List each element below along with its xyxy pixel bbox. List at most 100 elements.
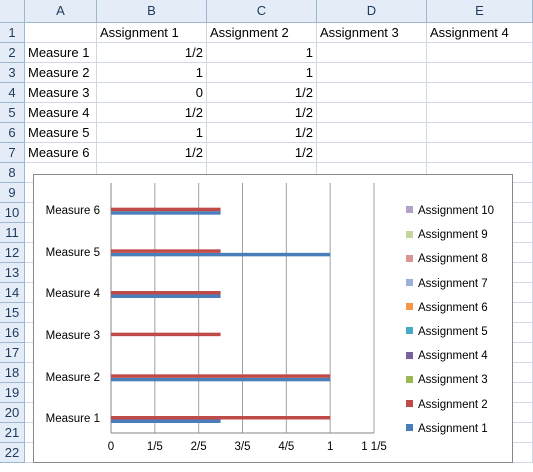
cell-d4[interactable] (317, 83, 427, 103)
row-header-7[interactable]: 7 (0, 143, 25, 163)
cell-c5[interactable]: 1/2 (207, 103, 317, 123)
row-header-8[interactable]: 8 (0, 163, 25, 183)
cell-d2[interactable] (317, 43, 427, 63)
legend-swatch (406, 375, 413, 383)
cell-e5[interactable] (427, 103, 533, 123)
cell-e4[interactable] (427, 83, 533, 103)
row-header-2[interactable]: 2 (0, 43, 25, 63)
legend-label: Assignment 8 (418, 253, 488, 266)
bar-assignment-2-measure-3[interactable] (111, 332, 221, 337)
column-header-e[interactable]: E (427, 0, 533, 23)
cell-b6[interactable]: 1 (97, 123, 207, 143)
cell-d5[interactable] (317, 103, 427, 123)
legend-item[interactable]: Assignment 9 (406, 227, 488, 243)
column-header-b[interactable]: B (97, 0, 207, 23)
legend-swatch (406, 303, 413, 311)
row-header-10[interactable]: 10 (0, 203, 25, 223)
cell-d7[interactable] (317, 143, 427, 163)
cell-c4[interactable]: 1/2 (207, 83, 317, 103)
cell-e7[interactable] (427, 143, 533, 163)
bar-assignment-1-measure-1[interactable] (111, 419, 221, 424)
category-label: Measure 1 (45, 413, 100, 426)
cell-e2[interactable] (427, 43, 533, 63)
row-header-13[interactable]: 13 (0, 263, 25, 283)
cell-e3[interactable] (427, 63, 533, 83)
row-header-11[interactable]: 11 (0, 223, 25, 243)
legend-item[interactable]: Assignment 6 (406, 300, 488, 316)
cell-a2[interactable]: Measure 1 (25, 43, 97, 63)
legend-swatch (406, 400, 413, 408)
category-label: Measure 6 (45, 205, 100, 217)
bar-assignment-2-measure-5[interactable] (111, 249, 221, 253)
row-header-6[interactable]: 6 (0, 123, 25, 143)
cell-d6[interactable] (317, 123, 427, 143)
cell-c3[interactable]: 1 (207, 63, 317, 83)
bar-assignment-1-measure-5[interactable] (111, 252, 331, 257)
bar-assignment-2-measure-2[interactable] (111, 374, 331, 378)
row-header-18[interactable]: 18 (0, 363, 25, 383)
row-header-19[interactable]: 19 (0, 383, 25, 403)
x-tick-label: 0 (107, 441, 115, 453)
legend-swatch (406, 279, 413, 287)
bar-assignment-2-measure-4[interactable] (111, 291, 221, 295)
cell-a7[interactable]: Measure 6 (25, 143, 97, 163)
row-header-15[interactable]: 15 (0, 303, 25, 323)
column-header-d[interactable]: D (317, 0, 427, 23)
legend-item[interactable]: Assignment 1 (406, 421, 488, 437)
cell-b2[interactable]: 1/2 (97, 43, 207, 63)
row-header-9[interactable]: 9 (0, 183, 25, 203)
row-header-22[interactable]: 22 (0, 443, 25, 463)
legend-item[interactable]: Assignment 3 (406, 372, 488, 388)
row-header-14[interactable]: 14 (0, 283, 25, 303)
row-header-12[interactable]: 12 (0, 243, 25, 263)
bar-assignment-1-measure-4[interactable] (111, 294, 221, 299)
legend-label: Assignment 7 (418, 277, 488, 290)
cell-c1[interactable]: Assignment 2 (207, 23, 317, 43)
x-tick-label: 4/5 (278, 441, 295, 453)
row-header-20[interactable]: 20 (0, 403, 25, 423)
cell-b4[interactable]: 0 (97, 83, 207, 103)
select-all-corner[interactable] (0, 0, 25, 23)
cell-e1[interactable]: Assignment 4 (427, 23, 533, 43)
bar-assignment-2-measure-6[interactable] (111, 207, 221, 212)
cell-c2[interactable]: 1 (207, 43, 317, 63)
row-header-5[interactable]: 5 (0, 103, 25, 123)
column-header-c[interactable]: C (207, 0, 317, 23)
row-header-21[interactable]: 21 (0, 423, 25, 443)
legend-item[interactable]: Assignment 5 (406, 324, 488, 340)
cell-c6[interactable]: 1/2 (207, 123, 317, 143)
x-tick-label: 1 1/5 (361, 441, 387, 453)
legend-label: Assignment 6 (418, 301, 488, 314)
row-header-4[interactable]: 4 (0, 83, 25, 103)
bar-assignment-1-measure-2[interactable] (111, 377, 331, 382)
row-header-3[interactable]: 3 (0, 63, 25, 83)
cell-a6[interactable]: Measure 5 (25, 123, 97, 143)
cell-b5[interactable]: 1/2 (97, 103, 207, 123)
cell-a1[interactable] (25, 23, 97, 43)
row-header-17[interactable]: 17 (0, 343, 25, 363)
cell-b7[interactable]: 1/2 (97, 143, 207, 163)
bar-assignment-2-measure-1[interactable] (111, 416, 331, 420)
legend-item[interactable]: Assignment 8 (406, 251, 488, 267)
legend-label: Assignment 1 (418, 422, 488, 435)
legend-item[interactable]: Assignment 7 (406, 276, 488, 292)
cell-a3[interactable]: Measure 2 (25, 63, 97, 83)
bar-assignment-1-measure-6[interactable] (111, 211, 221, 215)
bar-chart[interactable]: Measure 1 Measure 2 Measure 3 Measure 4 Meas… (33, 174, 513, 463)
legend-item[interactable]: Assignment 10 (406, 203, 494, 219)
cell-b3[interactable]: 1 (97, 63, 207, 83)
cell-a4[interactable]: Measure 3 (25, 83, 97, 103)
legend-item[interactable]: Assignment 4 (406, 348, 488, 364)
category-label: Measure 5 (45, 246, 100, 259)
column-header-a[interactable]: A (25, 0, 97, 23)
cell-b1[interactable]: Assignment 1 (97, 23, 207, 43)
cell-d3[interactable] (317, 63, 427, 83)
legend-item[interactable]: Assignment 2 (406, 397, 488, 413)
cell-a5[interactable]: Measure 4 (25, 103, 97, 123)
cell-d1[interactable]: Assignment 3 (317, 23, 427, 43)
row-header-1[interactable]: 1 (0, 23, 25, 43)
row-header-16[interactable]: 16 (0, 323, 25, 343)
cell-e6[interactable] (427, 123, 533, 143)
cell-c7[interactable]: 1/2 (207, 143, 317, 163)
legend-label: Assignment 3 (418, 374, 488, 387)
